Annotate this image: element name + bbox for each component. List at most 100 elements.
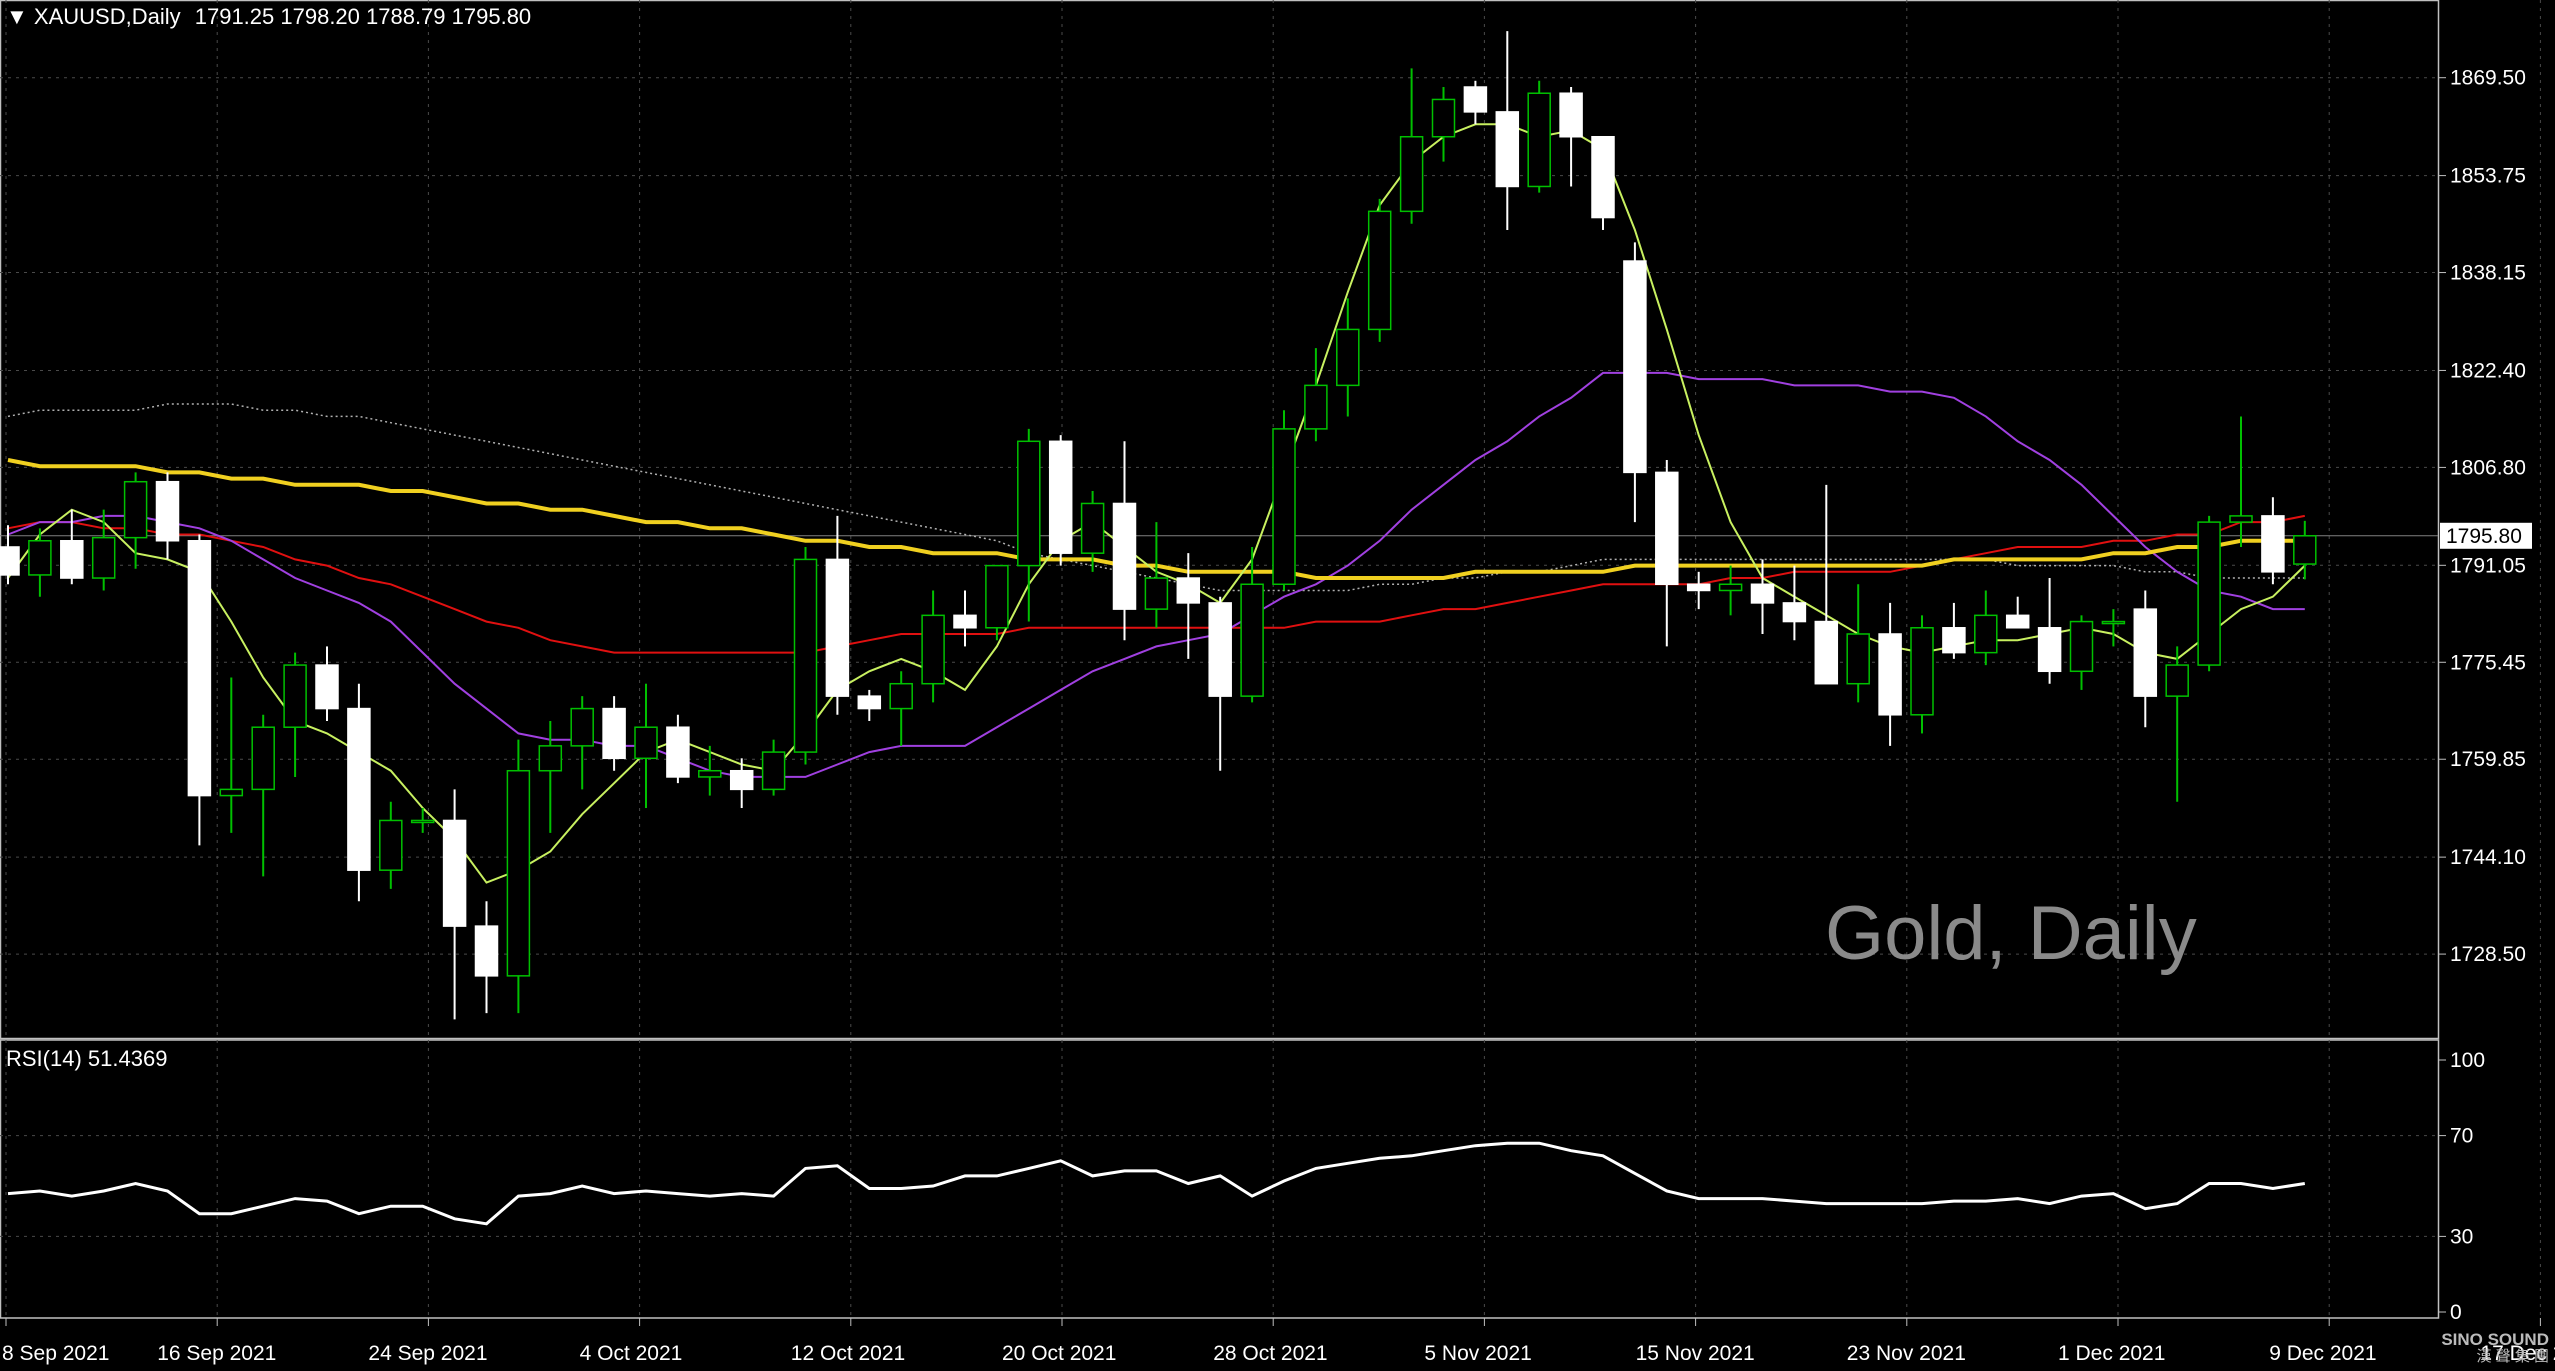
- rsi-line: [7, 1141, 2306, 1226]
- candle-body: [698, 769, 722, 778]
- date-axis: 8 Sep 2021 16 Sep 2021 24 Sep 2021 4 Oct 20…: [2, 1318, 2555, 1365]
- candle-body: [1017, 440, 1041, 567]
- candle-body: [729, 769, 754, 791]
- candles: [0, 31, 2317, 1020]
- candle-body: [1974, 614, 1998, 654]
- candle-body: [602, 707, 626, 760]
- date-tick-label: 8 Sep 2021: [2, 1342, 109, 1365]
- ma-dotted-line: [7, 403, 2305, 592]
- candle-body: [219, 788, 244, 797]
- candle-body: [1176, 577, 1201, 604]
- current-price-text: 1795.80: [2446, 525, 2522, 548]
- date-tick-label: 12 Oct 2021: [791, 1342, 905, 1365]
- candle-body: [2293, 535, 2317, 565]
- price-tick-label: 1806.80: [2450, 456, 2526, 479]
- candle-body: [1240, 583, 1264, 697]
- candle-body: [1623, 260, 1647, 474]
- date-tick-label: 17 Dec 2021: [2480, 1342, 2555, 1365]
- grid-lines: [0, 0, 2541, 1319]
- date-tick-label: 23 Nov 2021: [1847, 1342, 1966, 1365]
- candle-body: [921, 614, 945, 685]
- rsi-tick-label: 0: [2450, 1301, 2462, 1324]
- candle-body: [91, 536, 116, 579]
- candle-body: [2133, 608, 2158, 697]
- price-tick-label: 1728.50: [2450, 943, 2526, 966]
- dropdown-triangle-icon[interactable]: ▼: [6, 4, 28, 29]
- logo-subtext: 漢 聲 集 團: [2476, 1348, 2549, 1365]
- ohlc-values: 1791.25 1798.20 1788.79 1795.80: [194, 4, 532, 29]
- candle-body: [1336, 328, 1360, 387]
- ma-purple-line: [7, 371, 2305, 778]
- date-tick-label: 1 Dec 2021: [2058, 1342, 2165, 1365]
- candle-body: [1686, 583, 1711, 592]
- candle-body: [634, 726, 658, 760]
- candle-body: [474, 925, 499, 977]
- candle-body: [442, 819, 467, 927]
- candle-body: [2165, 664, 2189, 697]
- rsi-label: RSI(14) 51.4369: [6, 1046, 168, 1071]
- candle-body: [2101, 620, 2126, 625]
- price-tick-label: 1869.50: [2450, 67, 2526, 90]
- candle-body: [570, 707, 594, 747]
- candle-body: [2069, 620, 2094, 673]
- candle-body: [283, 664, 307, 728]
- candle-body: [1112, 502, 1137, 610]
- candle-body: [251, 726, 275, 791]
- date-tick-label: 5 Nov 2021: [1424, 1342, 1531, 1365]
- rsi-tick-label: 30: [2450, 1225, 2473, 1248]
- watermark: Gold, Daily: [1825, 891, 2197, 976]
- price-tick-label: 1759.85: [2450, 748, 2526, 771]
- candle-body: [1591, 135, 1615, 219]
- candle-body: [1304, 384, 1328, 430]
- candle-body: [953, 614, 977, 629]
- symbol-label: XAUUSD,Daily: [33, 4, 181, 29]
- candle-body: [2197, 521, 2221, 666]
- rsi-panel: 100 70 30 0: [0, 1049, 2485, 1324]
- current-price-label: 1795.80: [2440, 522, 2532, 549]
- candle-body: [1559, 92, 1583, 138]
- logo-text: SINO SOUND: [2441, 1330, 2549, 1349]
- rsi-tick-label: 100: [2450, 1049, 2485, 1072]
- candle-body: [889, 682, 913, 710]
- candle-body: [155, 480, 180, 542]
- candle-body: [379, 819, 403, 871]
- price-tick-label: 1853.75: [2450, 165, 2526, 188]
- candle-body: [1399, 135, 1424, 213]
- date-tick-label: 20 Oct 2021: [1002, 1342, 1116, 1365]
- candle-body: [123, 480, 148, 539]
- date-tick-label: 4 Oct 2021: [580, 1342, 683, 1365]
- candle-body: [857, 695, 882, 710]
- candle-body: [1846, 633, 1870, 685]
- candle-body: [2037, 627, 2062, 673]
- candle-body: [1718, 583, 1743, 592]
- price-axis: 1869.50 1853.75 1838.15 1822.40 1806.80 1791.…: [2438, 67, 2526, 966]
- candle-body: [1431, 98, 1456, 138]
- candle-body: [1048, 440, 1073, 554]
- candle-body: [1144, 577, 1169, 610]
- sino-sound-logo: SINO SOUND 漢 聲 集 團: [2441, 1330, 2549, 1365]
- candle-body: [60, 540, 84, 579]
- candle-body: [1878, 633, 1902, 716]
- candle-body: [538, 745, 563, 772]
- candle-body: [1495, 111, 1520, 188]
- candle-body: [761, 751, 786, 791]
- candle-body: [2261, 515, 2285, 573]
- candle-body: [1750, 583, 1775, 604]
- candle-body: [1080, 502, 1105, 554]
- candle-body: [506, 769, 531, 977]
- candle-body: [1942, 627, 1966, 654]
- candle-body: [315, 664, 339, 710]
- price-tick-label: 1822.40: [2450, 359, 2526, 382]
- candle-body: [825, 558, 850, 697]
- price-tick-label: 1838.15: [2450, 262, 2526, 285]
- candle-body: [2229, 515, 2253, 523]
- rsi-tick-label: 70: [2450, 1125, 2473, 1148]
- date-tick-label: 16 Sep 2021: [157, 1342, 276, 1365]
- date-tick-label: 15 Nov 2021: [1636, 1342, 1755, 1365]
- candle-body: [1910, 627, 1934, 716]
- candle-body: [1814, 620, 1839, 685]
- candle-body: [0, 546, 20, 576]
- main-frame: [0, 0, 2440, 1040]
- candle-body: [1463, 86, 1488, 113]
